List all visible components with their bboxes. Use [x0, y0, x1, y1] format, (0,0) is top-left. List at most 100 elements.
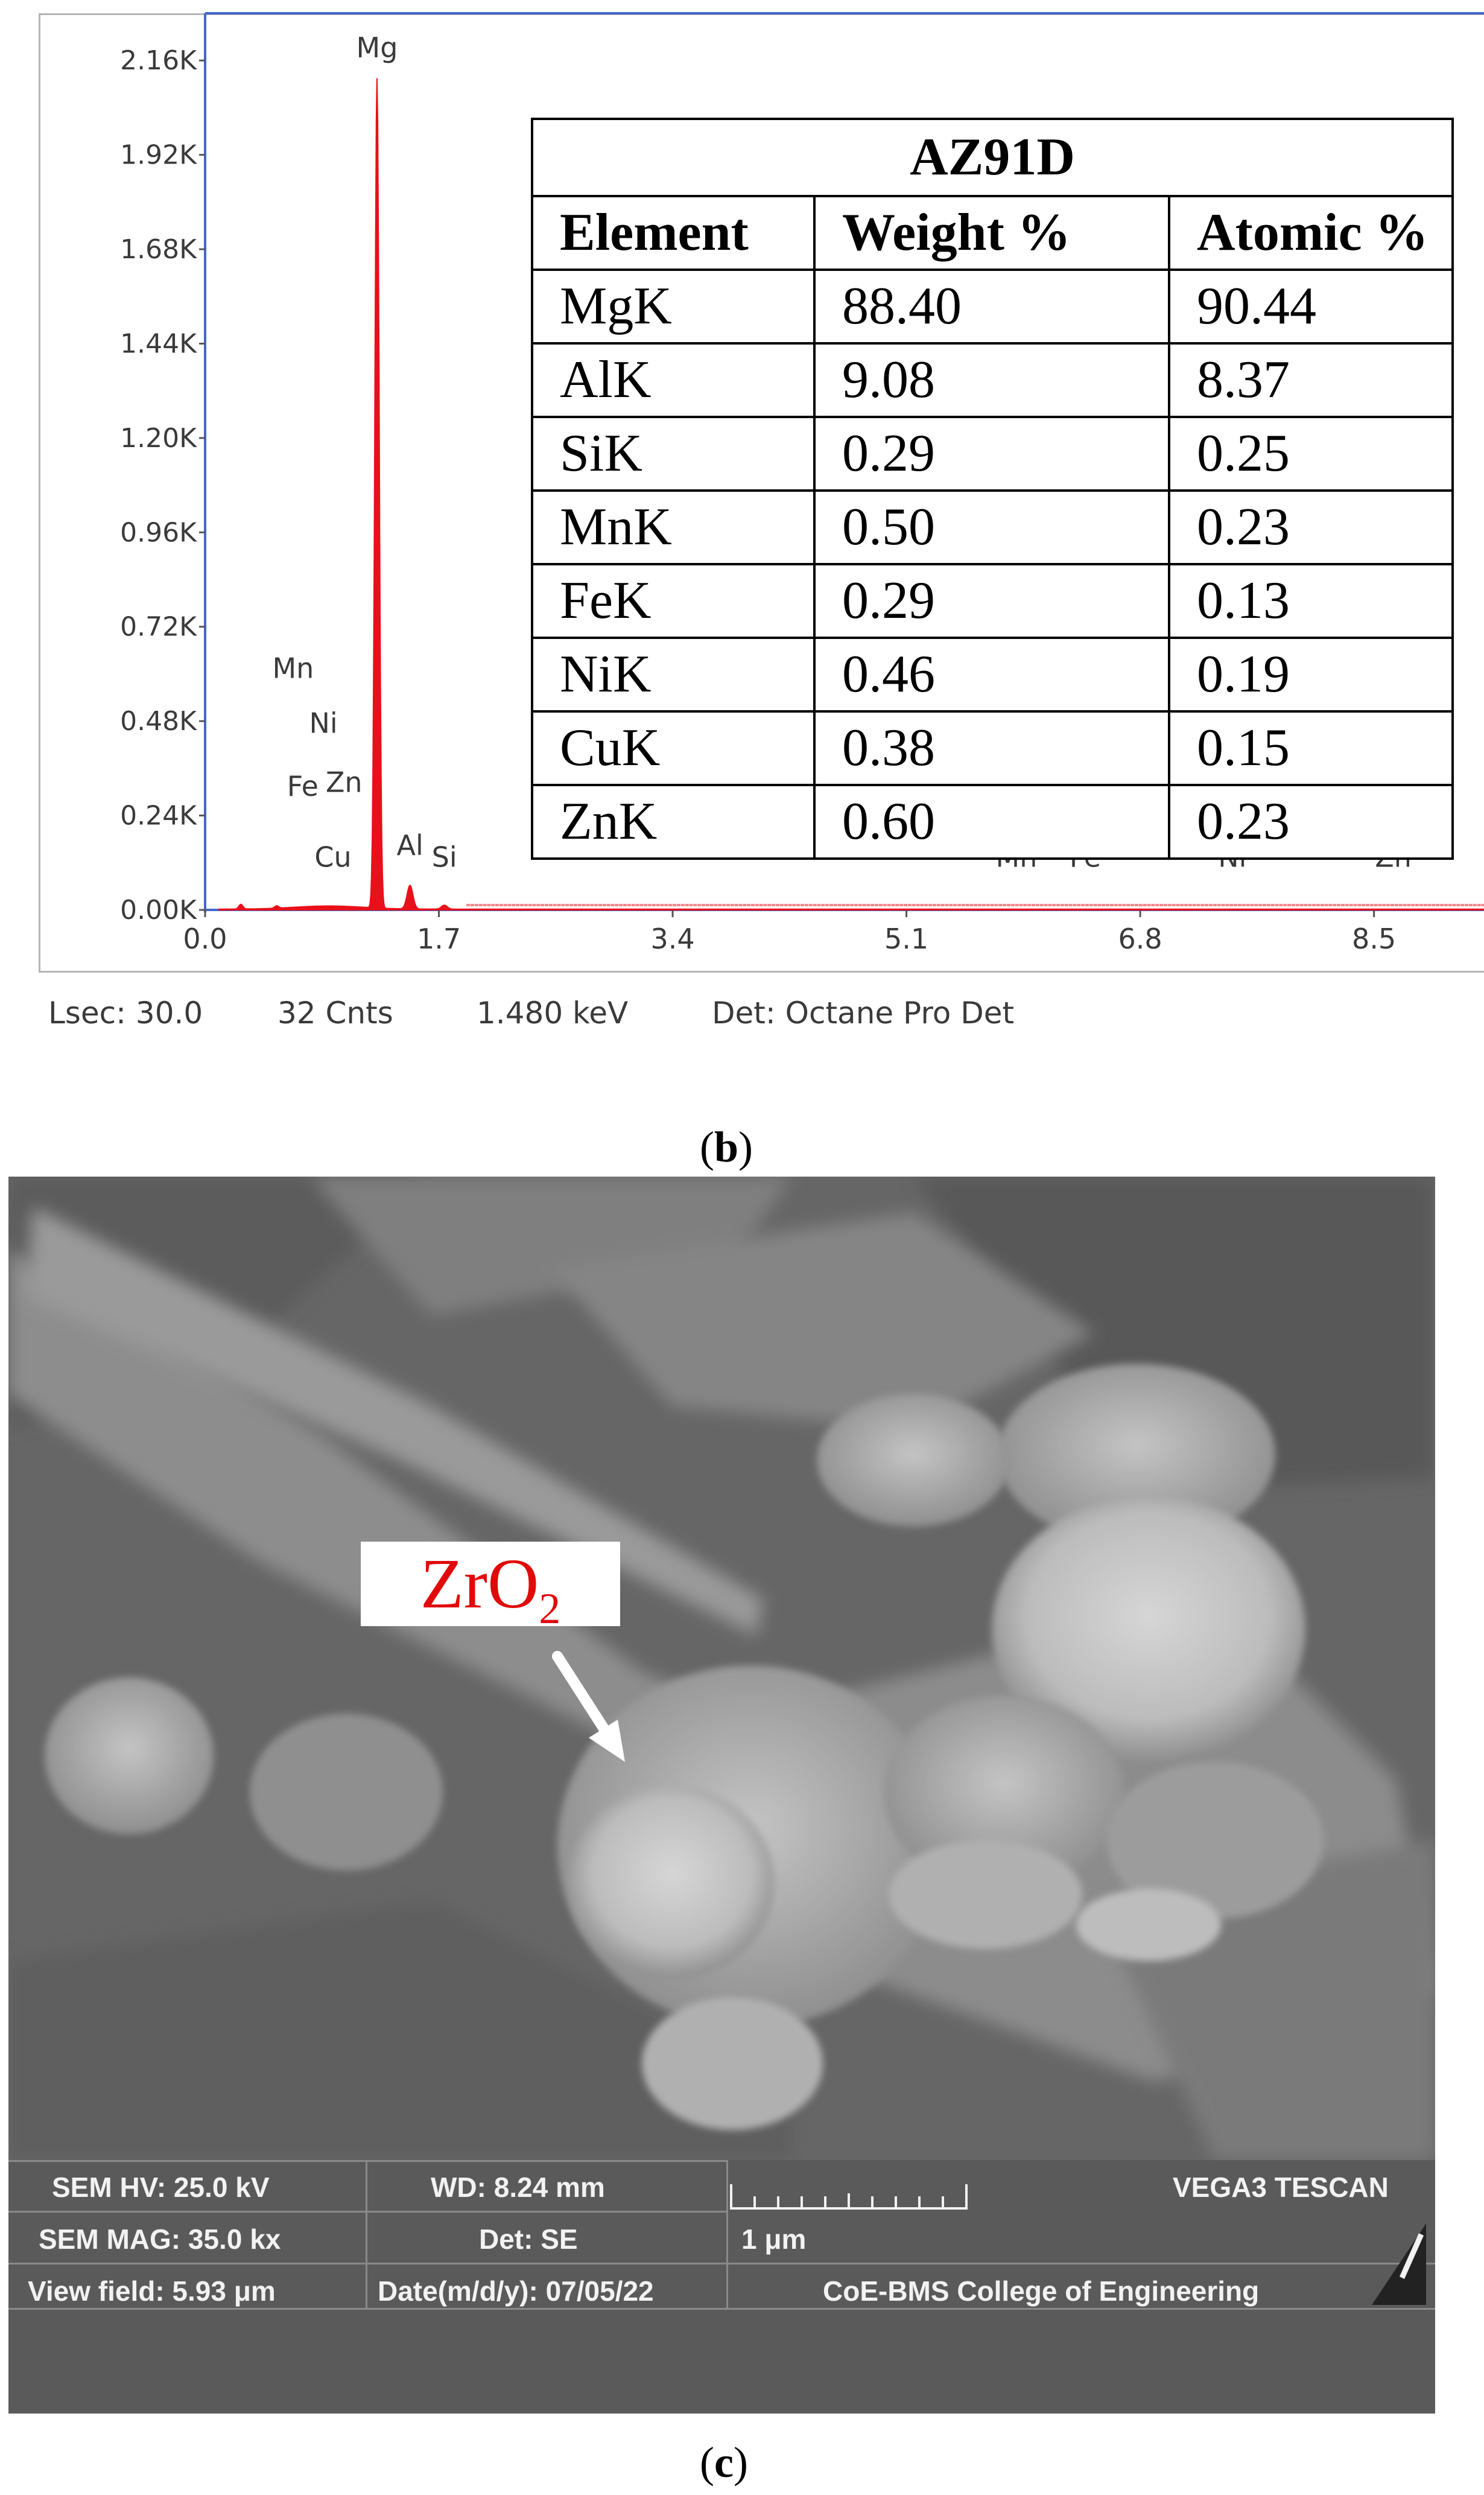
baseline-noise-dot — [495, 904, 499, 906]
baseline-noise-dot — [965, 904, 969, 906]
baseline-noise-dot — [1032, 904, 1036, 906]
baseline-noise-dot — [1205, 904, 1209, 906]
cell-atomic: 90.44 — [1168, 269, 1454, 345]
baseline-noise-dot — [1390, 904, 1394, 906]
status-kev: 1.480 keV — [477, 996, 629, 1031]
baseline-noise-dot — [916, 904, 920, 906]
baseline-noise-dot — [1180, 904, 1184, 906]
cell-element: CuK — [531, 710, 816, 786]
sem-info-bar: SEM HV: 25.0 kV WD: 8.24 mm VEGA3 TESCAN… — [8, 2160, 1435, 2414]
baseline-noise-dot — [569, 904, 574, 906]
baseline-noise-dot — [730, 904, 734, 906]
baseline-noise-dot — [1130, 904, 1135, 906]
baseline-noise-dot — [1241, 904, 1246, 906]
baseline-noise-dot — [582, 904, 586, 906]
baseline-noise-dot — [673, 904, 677, 906]
divider-col2 — [726, 2160, 728, 2308]
baseline-noise-dot — [772, 904, 776, 906]
panel-label-c-letter: c — [714, 2438, 734, 2487]
baseline-noise-dot — [850, 904, 854, 906]
baseline-noise-dot — [1320, 904, 1324, 906]
baseline-noise-dot — [804, 904, 808, 906]
baseline-noise-dot — [928, 904, 933, 906]
baseline-noise-dot — [524, 904, 528, 906]
baseline-noise-dot — [1217, 904, 1221, 906]
composition-table: AZ91D Element Weight % Atomic % MgK 88.40… — [531, 118, 1454, 860]
baseline-noise-dot — [697, 904, 702, 906]
element-label: Fe — [287, 770, 319, 803]
baseline-noise-dot — [1068, 904, 1073, 906]
baseline-noise-dot — [1444, 904, 1448, 906]
baseline-noise-dot — [936, 904, 940, 906]
baseline-noise-dot — [776, 904, 780, 906]
zro2-annotation: ZrO2 — [361, 1542, 620, 1630]
baseline-noise-dot — [891, 904, 895, 906]
baseline-noise-dot — [1324, 904, 1328, 906]
status-counts: 32 Cnts — [277, 996, 393, 1031]
zro2-subscript: 2 — [539, 1584, 561, 1633]
baseline-noise-dot — [743, 904, 747, 906]
baseline-noise-dot — [507, 904, 512, 906]
y-tick-label: 0.72K — [120, 612, 197, 643]
baseline-noise-dot — [639, 904, 644, 906]
baseline-noise-dot — [1452, 904, 1456, 906]
baseline-noise-dot — [808, 904, 813, 906]
y-tick-label: 1.20K — [120, 423, 197, 454]
baseline-noise-dot — [957, 904, 961, 906]
element-label: Si — [432, 841, 457, 873]
baseline-noise-dot — [920, 904, 924, 906]
baseline-noise-dot — [1167, 904, 1172, 906]
baseline-noise-dot — [722, 904, 726, 906]
baseline-noise-dot — [1192, 904, 1196, 906]
baseline-noise-dot — [1369, 904, 1374, 906]
baseline-noise-dot — [1138, 904, 1143, 906]
baseline-noise-dot — [503, 904, 507, 906]
zro2-label: ZrO — [420, 1544, 539, 1623]
baseline-noise-dot — [883, 904, 887, 906]
baseline-noise-dot — [986, 904, 990, 906]
baseline-noise-dot — [598, 904, 602, 906]
baseline-noise-dot — [862, 904, 866, 906]
baseline-noise-dot — [1196, 904, 1200, 906]
baseline-noise-dot — [750, 904, 755, 906]
baseline-noise-dot — [693, 904, 697, 906]
baseline-noise-dot — [779, 904, 784, 906]
element-label: Ni — [309, 707, 337, 740]
baseline-noise-dot — [474, 904, 478, 906]
table-body: MgK 88.40 90.44 AlK 9.08 8.37 SiK 0.29 0.25 MnK 0.… — [531, 269, 1454, 860]
cell-weight: 0.29 — [813, 416, 1170, 492]
baseline-noise-dot — [932, 904, 936, 906]
baseline-noise-dot — [829, 904, 833, 906]
baseline-noise-dot — [623, 904, 627, 906]
baseline-noise-dot — [606, 904, 610, 906]
baseline-noise-dot — [726, 904, 730, 906]
baseline-noise-dot — [858, 904, 862, 906]
baseline-noise-dot — [718, 904, 722, 906]
baseline-noise-dot — [870, 904, 875, 906]
baseline-noise-dot — [1440, 904, 1444, 906]
baseline-noise-dot — [1283, 904, 1287, 906]
x-tick-label: 0.0 — [183, 923, 227, 955]
cell-weight: 0.60 — [813, 784, 1170, 860]
baseline-noise-dot — [1023, 904, 1027, 906]
baseline-noise-dot — [1200, 904, 1205, 906]
baseline-noise-dot — [1044, 904, 1048, 906]
baseline-noise-dot — [738, 904, 743, 906]
baseline-noise-dot — [842, 904, 846, 906]
baseline-noise-dot — [516, 904, 520, 906]
baseline-noise-dot — [1473, 904, 1477, 906]
cell-weight: 0.46 — [813, 637, 1170, 713]
baseline-noise-dot — [1106, 904, 1110, 906]
baseline-noise-dot — [499, 904, 503, 906]
baseline-noise-dot — [1295, 904, 1299, 906]
baseline-noise-dot — [1221, 904, 1225, 906]
baseline-noise-dot — [545, 904, 549, 906]
baseline-noise-dot — [1102, 904, 1106, 906]
cell-atomic: 0.15 — [1168, 710, 1454, 786]
baseline-noise-dot — [1184, 904, 1188, 906]
baseline-noise-dot — [652, 904, 656, 906]
baseline-noise-dot — [664, 904, 668, 906]
baseline-noise-dot — [994, 904, 998, 906]
element-label: Al — [397, 829, 423, 862]
baseline-noise-dot — [635, 904, 639, 906]
